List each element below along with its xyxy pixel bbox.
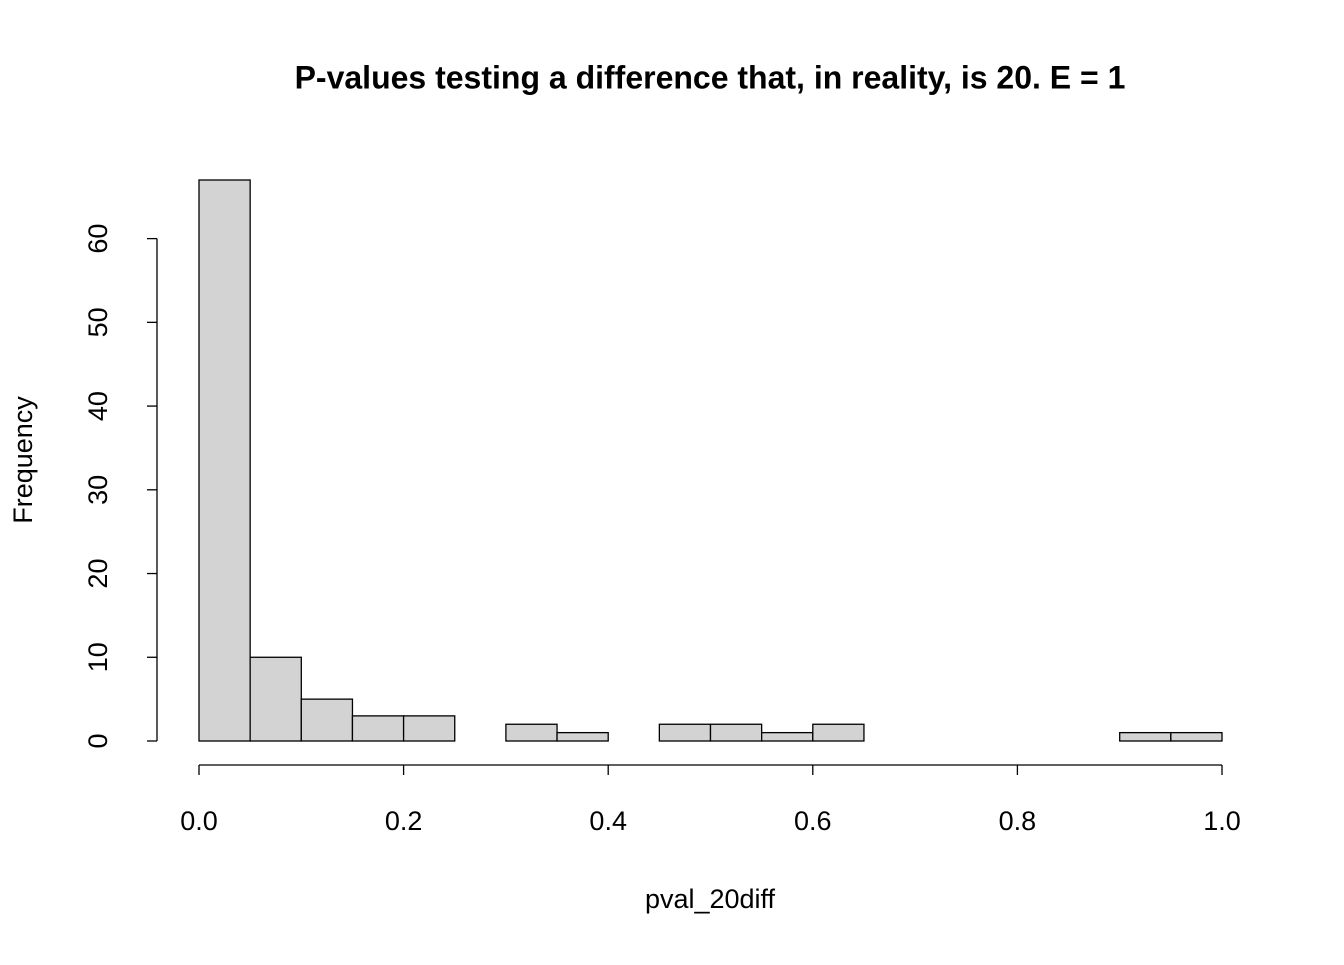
bar	[1119, 731, 1172, 742]
bar	[351, 715, 405, 742]
chart-title: P-values testing a difference that, in r…	[295, 59, 1126, 95]
x-axis-label: pval_20diff	[645, 884, 776, 914]
bar	[402, 715, 456, 742]
x-tick-label: 1.0	[1203, 806, 1241, 836]
bar	[812, 723, 865, 742]
y-tick-label: 10	[83, 642, 113, 672]
bar	[556, 731, 609, 742]
y-tick-label: 0	[83, 733, 113, 748]
bar	[505, 723, 558, 742]
bar	[1170, 731, 1223, 742]
bar	[300, 698, 354, 742]
bar	[249, 656, 302, 742]
y-tick-label: 50	[83, 307, 113, 337]
y-tick-label: 30	[83, 475, 113, 505]
bar	[709, 723, 763, 742]
x-tick-label: 0.0	[180, 806, 218, 836]
x-tick-label: 0.4	[589, 806, 627, 836]
x-tick-label: 0.2	[385, 806, 423, 836]
y-tick-label: 40	[83, 391, 113, 421]
bar	[198, 179, 251, 742]
y-tick-label: 20	[83, 559, 113, 589]
bar	[761, 731, 814, 742]
y-tick-label: 60	[83, 224, 113, 254]
x-tick-label: 0.6	[794, 806, 832, 836]
x-tick-label: 0.8	[999, 806, 1037, 836]
bar	[658, 723, 712, 742]
y-axis-label: Frequency	[8, 396, 38, 524]
